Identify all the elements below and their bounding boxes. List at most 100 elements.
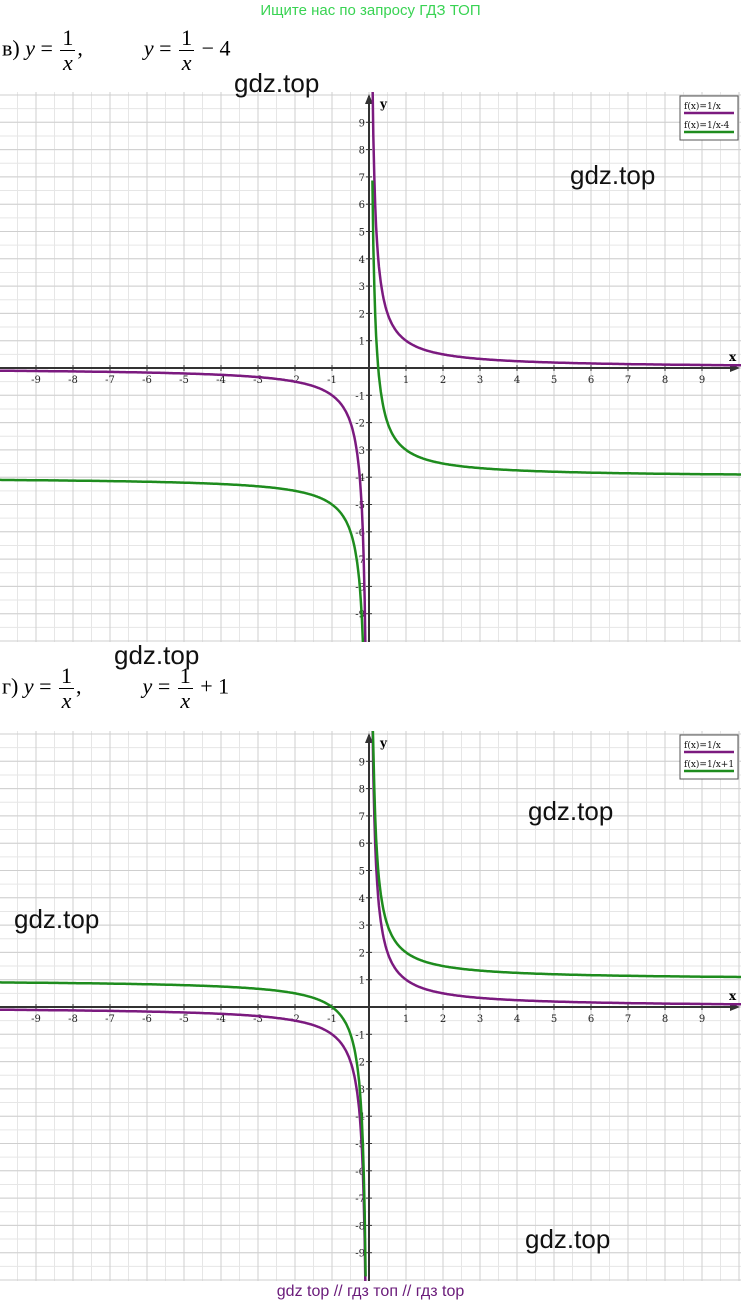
y-tick-label: 4 — [359, 255, 365, 266]
y-tick-label: -1 — [355, 1030, 365, 1041]
y-tick-label: -2 — [355, 419, 365, 430]
series-line-2-branch-2 — [371, 731, 741, 979]
watermark: gdz.top — [528, 796, 614, 826]
y-tick-label: 5 — [359, 867, 365, 878]
watermark: gdz.top — [570, 160, 656, 190]
series-line-2-branch-1 — [0, 478, 365, 642]
x-tick-label: -7 — [105, 375, 115, 386]
series-line-1-branch-1 — [0, 1008, 367, 1281]
series-line-1-branch-1 — [0, 369, 367, 642]
formula-g-lhs: y — [23, 673, 34, 699]
y-tick-label: 2 — [359, 309, 365, 320]
footer-links[interactable]: gdz top // гдз топ // гдз top — [276, 1283, 465, 1300]
y-tick-label: 4 — [359, 894, 365, 905]
x-tick-label: 6 — [588, 375, 594, 386]
x-tick-label: 3 — [477, 375, 483, 386]
x-tick-label: 2 — [440, 1014, 446, 1025]
x-tick-label: 7 — [625, 1014, 631, 1025]
x-tick-label: 2 — [440, 375, 446, 386]
legend-label-1: f(x)=1/x — [684, 740, 721, 751]
y-tick-label: 6 — [359, 200, 365, 211]
search-banner[interactable]: Ищите нас по запросу ГДЗ ТОП — [260, 2, 481, 19]
y-tick-label: 8 — [359, 146, 365, 157]
x-tick-label: 1 — [403, 375, 409, 386]
x-tick-label: -3 — [253, 375, 263, 386]
y-tick-label: 7 — [359, 812, 365, 823]
y-tick-label: -3 — [355, 446, 365, 457]
formula-g-tail: + 1 — [200, 673, 230, 699]
series-line-1-branch-2 — [371, 731, 741, 1006]
x-tick-label: 4 — [514, 1014, 520, 1025]
y-tick-label: -2 — [355, 1058, 365, 1069]
y-tick-label: 9 — [359, 757, 365, 768]
y-tick-label: -6 — [355, 528, 365, 539]
y-tick-label: -1 — [355, 391, 365, 402]
x-tick-label: -7 — [105, 1014, 115, 1025]
y-axis-arrow — [365, 94, 373, 104]
formula-g-lhs2: y — [142, 673, 153, 699]
x-tick-label: -4 — [216, 1014, 226, 1025]
y-tick-label: 1 — [359, 337, 365, 348]
y-tick-label: -9 — [355, 610, 365, 621]
legend-label-2: f(x)=1/x-4 — [684, 120, 730, 131]
x-tick-label: -3 — [253, 1014, 263, 1025]
x-tick-label: -5 — [179, 375, 189, 386]
y-tick-label: 3 — [359, 282, 365, 293]
legend-label-1: f(x)=1/x — [684, 101, 721, 112]
formula-v-lhs2: y — [143, 35, 154, 61]
y-tick-label: 8 — [359, 785, 365, 796]
x-tick-label: 8 — [662, 1014, 668, 1025]
chart-g: x y -9 -8 -7 -6 -5 -4 -3 -2 -1 1 2 3 4 5 6 7 8 9 -9 -8 -7 -6 -5 -… — [0, 731, 741, 1281]
y-tick-label: -6 — [355, 1167, 365, 1178]
x-tick-label: -1 — [327, 1014, 337, 1025]
x-tick-label: 9 — [699, 375, 705, 386]
x-tick-label: -6 — [142, 375, 152, 386]
x-tick-label: 3 — [477, 1014, 483, 1025]
x-tick-label: -1 — [327, 375, 337, 386]
x-tick-label: 7 — [625, 375, 631, 386]
series-line-2-branch-1 — [0, 981, 367, 1277]
y-axis-arrow — [365, 733, 373, 743]
watermark: gdz.top — [14, 904, 100, 934]
chart-v: xy-9 -8 -7 -6 -5 -4 -3 -2 -1 1 2 3 4 5 6 7 8 9-9-8-7-6-5-… — [0, 92, 741, 642]
y-tick-label: -5 — [355, 501, 365, 512]
y-tick-label: -8 — [355, 1221, 365, 1232]
y-tick-label: 3 — [359, 921, 365, 932]
y-tick-label: 7 — [359, 173, 365, 184]
x-tick-label: -8 — [68, 1014, 78, 1025]
y-tick-label: -7 — [355, 555, 365, 566]
y-tick-label: 5 — [359, 228, 365, 239]
x-axis-label: x — [729, 350, 737, 364]
x-tick-label: 9 — [699, 1014, 705, 1025]
y-tick-label: 2 — [359, 948, 365, 959]
y-tick-label: 1 — [359, 976, 365, 987]
x-tick-label: 1 — [403, 1014, 409, 1025]
x-tick-label: 5 — [551, 375, 557, 386]
formula-v-lhs: y — [25, 35, 35, 61]
formula-g-label: г) — [2, 673, 19, 699]
x-tick-label: 8 — [662, 375, 668, 386]
x-tick-label: 5 — [551, 1014, 557, 1025]
y-axis-label: y — [379, 97, 388, 111]
series-line-2-branch-2 — [371, 180, 741, 476]
x-tick-label: 4 — [514, 375, 520, 386]
formula-v-tail: − 4 — [201, 35, 231, 61]
formula-v-label: в) — [2, 35, 20, 61]
y-axis-label: y — [379, 736, 388, 750]
x-tick-label: -6 — [142, 1014, 152, 1025]
series-line-1-branch-2 — [371, 92, 741, 367]
x-tick-label: -8 — [68, 375, 78, 386]
x-axis-label: x — [729, 989, 737, 1003]
watermark: gdz.top — [114, 640, 200, 670]
y-tick-label: 9 — [359, 118, 365, 129]
x-tick-label: -4 — [216, 375, 226, 386]
formula-v-sep: , — [77, 35, 83, 61]
legend-label-2: f(x)=1/x+1 — [684, 759, 734, 770]
watermark: gdz.top — [525, 1224, 611, 1254]
